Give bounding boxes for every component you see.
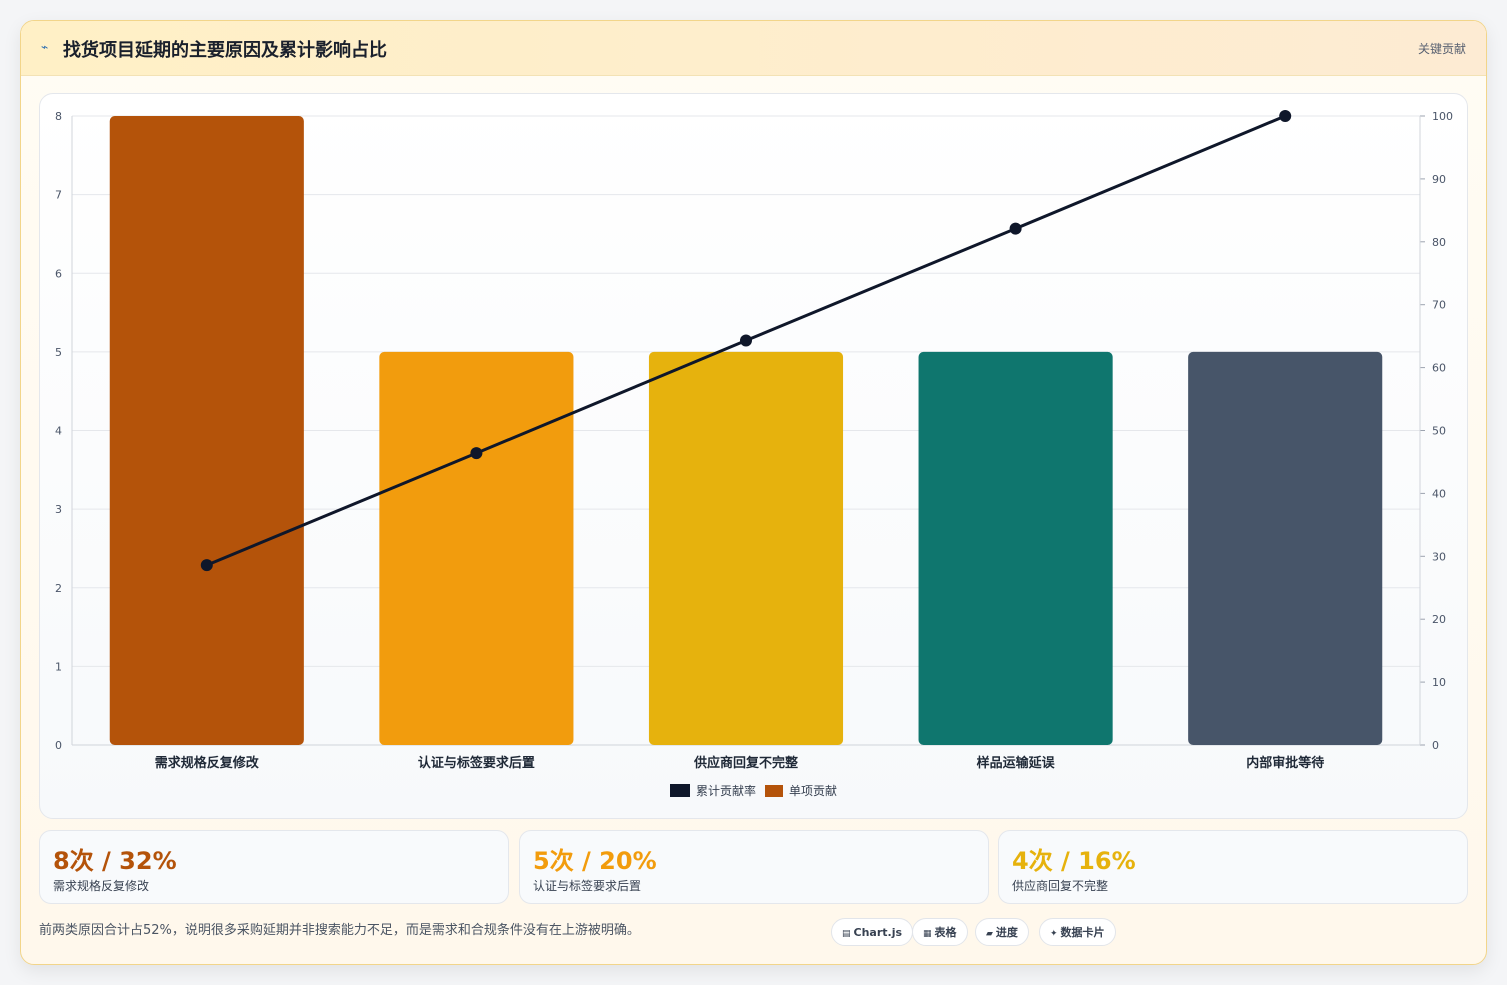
bar — [918, 351, 1113, 745]
line-point — [1279, 110, 1292, 122]
card-header: ⌁ 找货项目延期的主要原因及累计影响占比 关键贡献 — [21, 21, 1486, 76]
y-right-tick-label: 30 — [1432, 550, 1446, 563]
chart-panel: 0 1 2 3 4 5 6 7 8 0 10 20 30 40 50 60 70 80 90 100 需求规格反复修改认… — [39, 93, 1468, 819]
line-point — [1009, 222, 1022, 235]
bar — [1188, 351, 1383, 745]
pill-chartjs[interactable]: ▤ Chart.js — [831, 918, 914, 946]
y-left-tick-label: 1 — [55, 660, 62, 673]
line-point — [470, 447, 483, 460]
bar — [379, 351, 574, 745]
stat-value: 8次 / 32% — [53, 847, 177, 875]
y-left-tick-label: 5 — [55, 346, 62, 359]
stat-value: 5次 / 20% — [533, 847, 657, 875]
trend-icon: ⌁ — [41, 40, 49, 54]
y-right-tick-label: 10 — [1432, 676, 1446, 689]
y-right-tick-label: 90 — [1432, 173, 1446, 186]
pill-data-cards[interactable]: ✦ 数据卡片 — [1039, 918, 1116, 946]
pareto-chart: 0123456780102030405060708090100需求规格反复修改认… — [55, 110, 1453, 798]
x-tick-label: 内部审批等待 — [1246, 755, 1324, 771]
chart-card: ⌁ 找货项目延期的主要原因及累计影响占比 关键贡献 0 1 2 3 4 5 6 7 8 0 10 20… — [20, 20, 1487, 965]
x-tick-label: 认证与标签要求后置 — [418, 755, 535, 771]
y-left-tick-label: 3 — [55, 503, 62, 516]
sparkle-icon: ✦ — [1050, 929, 1058, 939]
x-tick-label: 样品运输延误 — [977, 755, 1056, 771]
insight-note: 前两类原因合计占52%，说明很多采购延期并非搜索能力不足，而是需求和合规条件没有… — [39, 923, 640, 938]
legend-swatch-bar — [765, 785, 783, 797]
y-left-tick-label: 0 — [55, 739, 62, 752]
pill-label: 表格 — [934, 926, 957, 939]
legend-label: 单项贡献 — [789, 783, 837, 798]
table-icon: ▦ — [923, 929, 932, 939]
x-tick-label: 需求规格反复修改 — [155, 755, 260, 771]
pill-label: 进度 — [995, 926, 1018, 939]
stat-label: 需求规格反复修改 — [53, 879, 150, 893]
line-point — [200, 559, 213, 572]
y-right-tick-label: 50 — [1432, 425, 1446, 438]
progress-icon: ▰ — [986, 929, 993, 939]
y-right-tick-label: 40 — [1432, 487, 1446, 500]
y-left-tick-label: 4 — [55, 425, 62, 438]
y-right-tick-label: 80 — [1432, 236, 1446, 249]
header-badge: 关键贡献 — [1417, 42, 1466, 56]
stat-card-1: 8次 / 32% 需求规格反复修改 — [39, 830, 509, 904]
y-left-tick-label: 7 — [55, 189, 62, 202]
legend-swatch-line — [670, 784, 690, 797]
stat-card-2: 5次 / 20% 认证与标签要求后置 — [519, 830, 989, 904]
pill-progress[interactable]: ▰ 进度 — [975, 918, 1029, 946]
y-right-tick-label: 60 — [1432, 362, 1446, 375]
y-right-tick-label: 70 — [1432, 299, 1446, 312]
line-point — [740, 334, 752, 347]
stat-value: 4次 / 16% — [1012, 847, 1136, 875]
page-title: 找货项目延期的主要原因及累计影响占比 — [63, 40, 387, 61]
stat-label: 认证与标签要求后置 — [533, 879, 642, 893]
y-left-tick-label: 8 — [55, 110, 62, 123]
legend-label: 累计贡献率 — [696, 783, 756, 798]
y-right-tick-label: 20 — [1432, 613, 1446, 626]
y-left-tick-label: 2 — [55, 582, 62, 595]
stat-card-3: 4次 / 16% 供应商回复不完整 — [998, 830, 1468, 904]
stat-label: 供应商回复不完整 — [1012, 879, 1109, 893]
y-right-tick-label: 100 — [1432, 110, 1453, 123]
pill-label: Chart.js — [853, 926, 903, 939]
y-right-tick-label: 0 — [1432, 739, 1439, 752]
y-left-tick-label: 6 — [55, 267, 62, 280]
bar — [109, 116, 304, 745]
x-tick-label: 供应商回复不完整 — [693, 755, 799, 771]
chart-icon: ▤ — [842, 929, 851, 939]
bar — [648, 351, 844, 745]
pill-table[interactable]: ▦ 表格 — [912, 918, 968, 946]
pill-label: 数据卡片 — [1060, 926, 1105, 939]
